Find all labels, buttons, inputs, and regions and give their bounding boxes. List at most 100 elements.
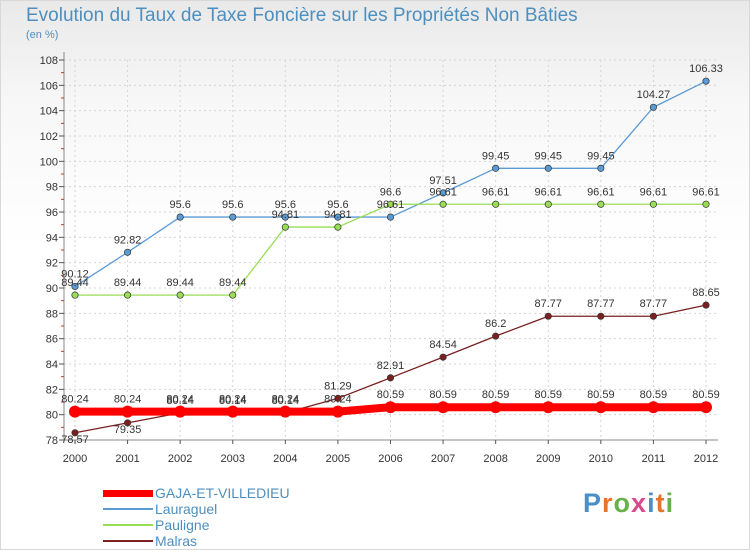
y-axis-unit: (en %) [26,29,59,41]
data-point [594,401,607,414]
data-label: 96.61 [692,186,720,198]
data-point [439,353,447,361]
data-point [597,164,605,172]
data-label: 87.77 [587,298,615,310]
data-point [439,189,447,197]
data-label: 104.27 [637,89,671,101]
x-tick-label: 2009 [536,453,560,465]
data-point [544,164,552,172]
y-tick-label: 92 [46,258,58,270]
data-label: 89.44 [61,277,89,289]
y-tick-label: 96 [46,207,58,219]
data-label: 86.2 [485,318,506,330]
data-point [597,200,605,208]
x-tick-label: 2002 [168,453,192,465]
data-label: 106.33 [689,63,723,75]
data-point [437,401,450,414]
data-label: 80.24 [114,394,142,406]
brand-letter: t [655,488,666,518]
data-label: 80.14 [219,395,247,407]
data-label: 92.82 [114,234,142,246]
legend-swatch [103,540,153,542]
x-tick-label: 2012 [694,453,718,465]
data-point [71,429,79,437]
data-point [647,401,660,414]
data-point [121,405,134,418]
y-tick-label: 98 [46,182,58,194]
x-tick-label: 2011 [642,453,666,465]
data-point [71,291,79,299]
y-tick-label: 88 [46,308,58,320]
data-label: 89.44 [219,277,247,289]
data-point [334,394,342,402]
y-tick-label: 90 [46,283,58,295]
x-tick-label: 2004 [273,453,297,465]
y-tick-label: 78 [46,435,58,447]
y-tick-label: 84 [46,359,58,371]
data-label: 80.59 [640,389,668,401]
data-point [386,200,395,208]
data-point [702,200,710,208]
chart-title: Evolution du Taux de Taxe Foncière sur l… [26,5,578,26]
data-point [544,200,552,208]
data-label: 96.6 [380,186,401,198]
data-point [597,312,605,320]
data-label: 80.24 [219,394,247,406]
legend-label: Pauligne [155,517,210,533]
x-tick-label: 2007 [431,453,455,465]
brand-letter: x [631,488,648,518]
data-label: 80.59 [692,389,720,401]
data-label: 88.65 [692,287,720,299]
y-tick-label: 82 [46,384,58,396]
data-label: 94.81 [324,209,352,221]
legend-swatch [103,490,153,497]
data-label: 80.59 [377,389,405,401]
proxiti-logo: Proxiti [583,488,674,519]
data-label: 80.14 [166,395,194,407]
x-tick-label: 2005 [326,453,350,465]
brand-letter: r [602,488,614,518]
data-point [124,419,132,427]
data-point [492,332,500,340]
data-label: 89.44 [166,277,194,289]
data-label: 95.6 [275,199,296,211]
brand-letter: P [583,488,603,518]
data-point [229,213,237,221]
x-tick-label: 2003 [221,453,245,465]
y-tick-label: 86 [46,334,58,346]
data-label: 89.44 [114,277,142,289]
data-label: 95.6 [169,199,190,211]
data-label: 82.91 [377,360,405,372]
y-tick-label: 80 [46,410,58,422]
x-tick-label: 2006 [378,453,402,465]
data-point [702,77,710,85]
y-tick-label: 94 [46,232,58,244]
data-label: 95.6 [222,199,243,211]
data-point [69,405,81,418]
y-tick-label: 100 [40,156,58,168]
data-label: 94.81 [272,209,300,221]
data-point [702,301,710,309]
data-label: 80.59 [482,389,510,401]
data-point [124,291,132,299]
data-label: 99.45 [534,150,562,162]
y-tick-label: 104 [40,106,58,118]
x-tick-label: 2000 [63,453,87,465]
data-point [229,291,237,299]
data-point [544,312,552,320]
brand-letter: i [647,488,656,518]
y-tick-label: 108 [40,55,58,67]
data-label: 96.61 [640,186,668,198]
data-point [384,401,397,414]
data-point [281,223,289,231]
y-tick-label: 102 [40,131,58,143]
data-point [649,312,657,320]
data-label: 84.54 [429,339,457,351]
data-label: 99.45 [482,150,510,162]
data-label: 80.14 [272,395,300,407]
x-tick-label: 2010 [589,453,613,465]
legend-label: Lauraguel [155,501,218,517]
data-label: 87.77 [640,298,668,310]
